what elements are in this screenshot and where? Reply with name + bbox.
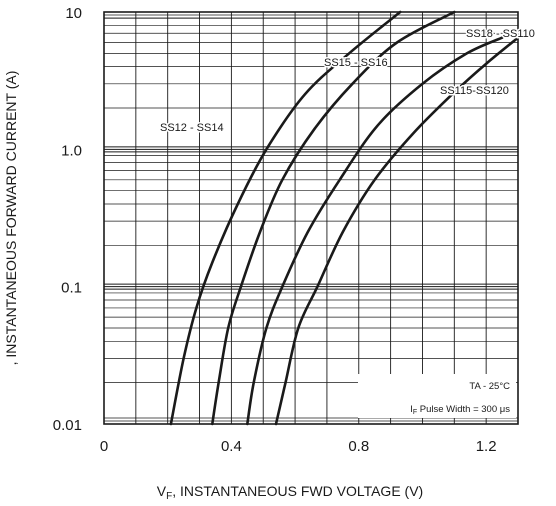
curves — [169, 10, 520, 426]
series-label: SS12 - SS14 — [160, 122, 224, 134]
y-tick-label: 1.0 — [61, 142, 82, 159]
pulse-width-note: IF Pulse Width = 300 μs — [410, 404, 510, 416]
conditions-box — [358, 374, 516, 418]
series-curve-2 — [211, 10, 456, 426]
tick-labels: 0 0.4 0.8 1.2 0.01 0.1 1.0 10 — [53, 5, 497, 455]
x-axis-title-subscript: F — [166, 491, 172, 502]
x-axis-title-rest: , INSTANTANEOUS FWD VOLTAGE (V) — [172, 483, 423, 499]
pulse-width-prefix: I — [410, 404, 413, 415]
series-curve-4 — [274, 36, 520, 426]
temperature-note: TA - 25°C — [469, 381, 510, 392]
x-tick-label: 1.2 — [476, 438, 497, 455]
y-axis-title: , INSTANTANEOUS FORWARD CURRENT (A) — [3, 71, 19, 366]
series-label: SS115-SS120 — [440, 85, 509, 97]
series-curve-1 — [169, 10, 402, 426]
series-labels: SS12 - SS14 SS15 - SS16 SS18 - SS110 SS115-… — [159, 27, 537, 136]
x-tick-label: 0.4 — [221, 438, 242, 455]
y-tick-label: 10 — [65, 5, 82, 22]
x-axis-title: VF, INSTANTANEOUS FWD VOLTAGE (V) — [157, 483, 423, 502]
y-tick-label: 0.01 — [53, 417, 82, 434]
x-axis-title-main: V — [157, 483, 167, 499]
plot-border — [103, 11, 519, 425]
series-label: SS18 - SS110 — [466, 28, 535, 40]
y-tick-label: 0.1 — [61, 280, 82, 297]
x-tick-label: 0.8 — [348, 438, 369, 455]
pulse-width-subscript: F — [413, 409, 417, 416]
series-label: SS15 - SS16 — [324, 57, 388, 69]
pulse-width-rest: Pulse Width = 300 μs — [417, 404, 510, 415]
series-curve-3 — [246, 36, 504, 426]
x-tick-label: 0 — [100, 438, 108, 455]
